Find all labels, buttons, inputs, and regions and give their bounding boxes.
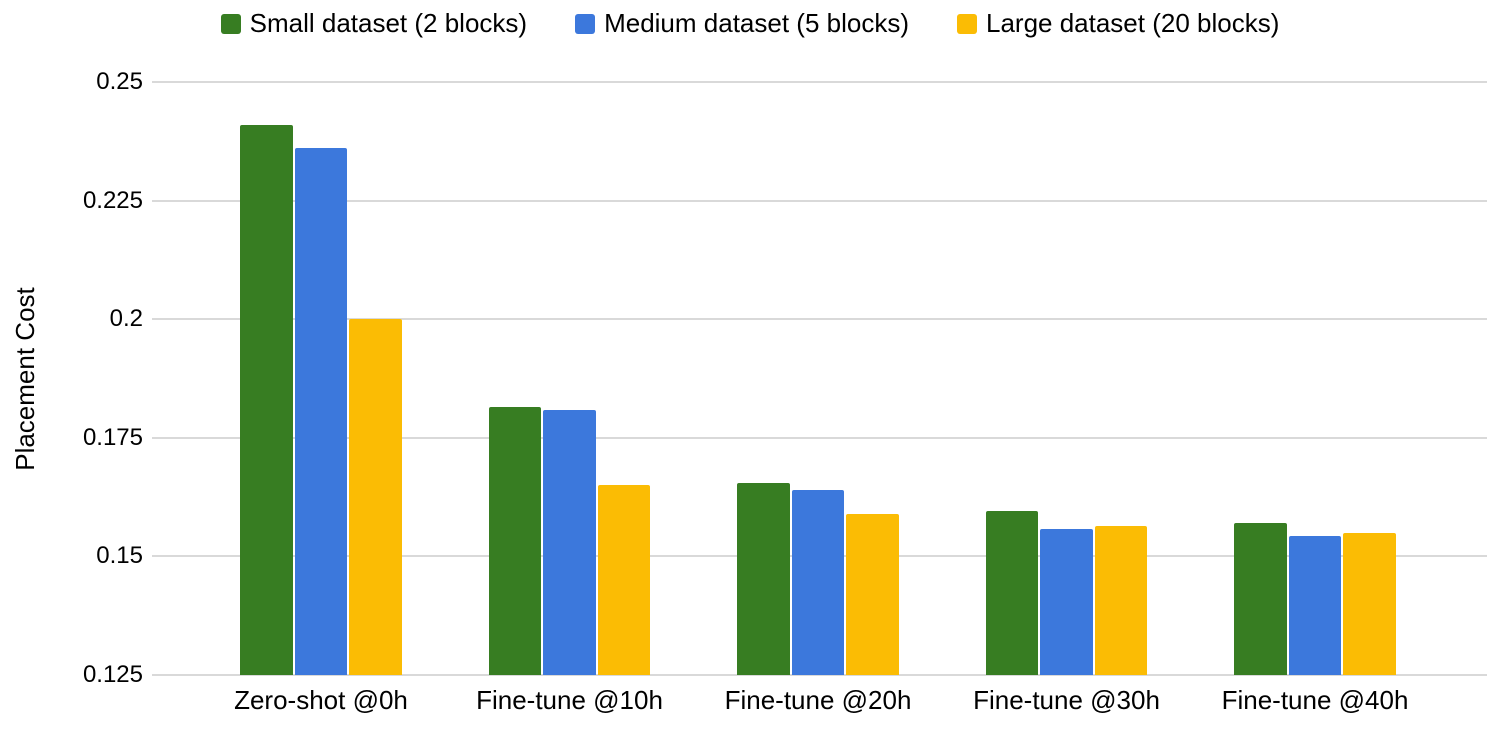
- bar: [1234, 523, 1287, 675]
- legend-label-medium: Medium dataset (5 blocks): [604, 8, 909, 38]
- bar: [1040, 528, 1093, 675]
- legend-item-small: Small dataset (2 blocks): [220, 8, 528, 39]
- bar: [985, 511, 1039, 675]
- gridline: [152, 674, 1487, 676]
- bar: [349, 319, 402, 675]
- legend-label-small: Small dataset (2 blocks): [249, 8, 528, 38]
- legend: Small dataset (2 blocks) Medium dataset …: [0, 8, 1500, 39]
- x-axis-label: Fine-tune @40h: [1221, 685, 1409, 715]
- gridline: [152, 81, 1487, 83]
- y-tick-label: 0.15: [96, 542, 143, 570]
- bar: [240, 124, 293, 675]
- bar: [791, 489, 845, 675]
- legend-swatch-medium-icon: [575, 13, 596, 34]
- bar: [846, 513, 899, 675]
- legend-label-large: Large dataset (20 blocks): [985, 8, 1280, 38]
- bar: [543, 410, 596, 675]
- bar: [1288, 536, 1342, 675]
- y-tick-label: 0.2: [109, 305, 143, 333]
- legend-swatch-small-icon: [220, 13, 241, 34]
- y-tick-label: 0.175: [82, 423, 143, 451]
- legend-swatch-large-icon: [956, 13, 977, 34]
- y-axis-title: Placement Cost: [10, 287, 40, 471]
- x-axis-label: Fine-tune @10h: [476, 685, 663, 715]
- bar: [1343, 532, 1396, 675]
- plot-area: [152, 81, 1487, 676]
- x-axis-label: Fine-tune @20h: [724, 685, 912, 715]
- x-axis-label: Fine-tune @30h: [973, 685, 1160, 715]
- y-tick-label: 0.225: [82, 186, 143, 214]
- y-tick-label: 0.25: [96, 68, 143, 95]
- legend-item-medium: Medium dataset (5 blocks): [575, 8, 909, 39]
- gridline: [152, 199, 1487, 202]
- bar: [1094, 525, 1148, 675]
- bar: [294, 148, 348, 675]
- legend-item-large: Large dataset (20 blocks): [956, 8, 1280, 39]
- bar: [737, 482, 790, 675]
- bar: [488, 406, 542, 675]
- bar: [597, 485, 651, 675]
- gridline: [152, 436, 1487, 439]
- y-tick-label: 0.125: [82, 661, 143, 688]
- x-axis-label: Zero-shot @0h: [234, 685, 408, 715]
- gridline: [152, 318, 1487, 321]
